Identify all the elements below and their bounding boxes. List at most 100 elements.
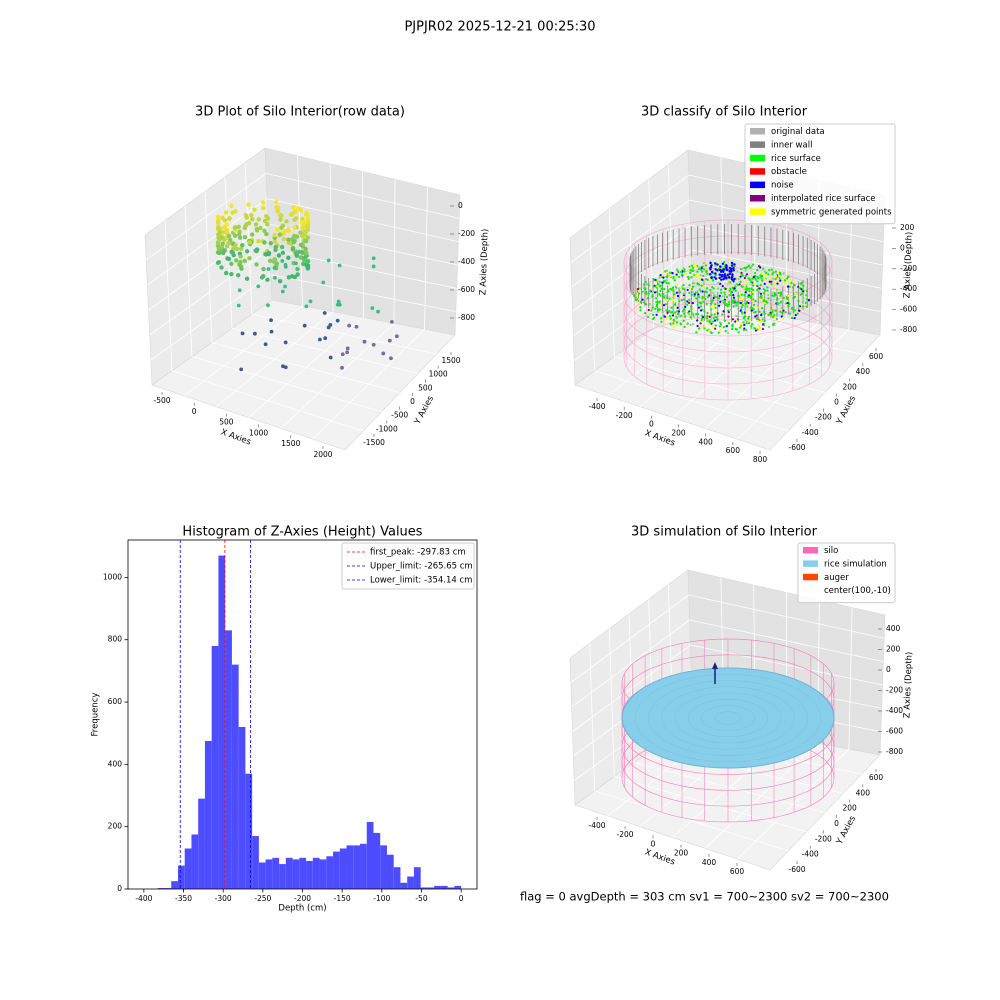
- point: [644, 312, 647, 315]
- point: [732, 305, 735, 308]
- point: [655, 297, 658, 300]
- point: [340, 352, 345, 357]
- point: [647, 284, 650, 287]
- point: [286, 255, 291, 260]
- legend-swatch: [750, 128, 765, 135]
- point: [668, 297, 671, 300]
- hist-bar: [285, 857, 293, 889]
- point: [801, 305, 805, 308]
- point: [234, 246, 240, 252]
- point: [728, 301, 731, 304]
- point: [797, 299, 800, 303]
- point: [665, 281, 668, 285]
- hist-bar: [171, 881, 178, 889]
- point: [686, 288, 689, 292]
- point: [723, 291, 726, 294]
- point: [720, 275, 723, 278]
- hist-bar: [204, 740, 212, 889]
- point: [697, 306, 701, 309]
- point: [775, 317, 778, 321]
- point: [298, 230, 303, 235]
- point: [643, 287, 647, 290]
- x-tick-label: -350: [175, 894, 192, 903]
- point: [694, 291, 697, 294]
- point: [693, 293, 696, 296]
- point: [656, 310, 660, 313]
- point: [786, 281, 789, 284]
- point: [745, 328, 748, 332]
- point: [716, 312, 719, 315]
- point: [710, 300, 714, 303]
- point: [741, 267, 744, 270]
- point: [300, 216, 305, 222]
- point: [655, 300, 658, 304]
- point: [668, 314, 672, 318]
- point: [674, 303, 677, 306]
- point: [709, 280, 712, 283]
- point: [705, 302, 708, 306]
- point: [227, 216, 232, 221]
- legend-swatch: [750, 141, 765, 148]
- point: [665, 269, 669, 272]
- point: [693, 264, 696, 267]
- z-tick-label: 400: [886, 624, 901, 633]
- silo-wireframe: [623, 219, 833, 401]
- point: [761, 275, 764, 278]
- point: [216, 246, 222, 251]
- point: [221, 250, 226, 256]
- point: [801, 300, 804, 303]
- point: [748, 319, 751, 322]
- point: [729, 287, 732, 290]
- point: [655, 305, 658, 308]
- y-tick-label: -1000: [376, 424, 398, 433]
- point: [766, 289, 769, 292]
- point: [710, 264, 713, 267]
- point: [641, 290, 644, 293]
- point: [704, 290, 708, 293]
- y-tick-label: 400: [108, 759, 123, 768]
- point: [708, 329, 711, 332]
- point: [730, 327, 734, 331]
- point: [656, 285, 659, 288]
- point: [778, 271, 782, 274]
- point: [718, 273, 721, 276]
- point: [744, 304, 747, 307]
- point: [740, 293, 743, 296]
- point: [667, 273, 670, 276]
- point: [690, 287, 694, 291]
- point: [716, 263, 719, 266]
- point: [801, 292, 804, 295]
- point: [283, 365, 288, 370]
- point: [263, 342, 268, 347]
- y-tick-label: -200: [815, 413, 832, 422]
- point: [723, 273, 726, 276]
- point: [780, 276, 783, 279]
- hist-bar: [386, 854, 394, 889]
- point: [694, 273, 698, 276]
- point: [697, 268, 701, 271]
- point: [714, 306, 717, 309]
- z-tick-label: 0: [900, 243, 905, 252]
- point: [792, 296, 795, 300]
- point: [223, 210, 229, 215]
- y-tick-label: 0: [834, 819, 839, 828]
- point: [278, 217, 283, 222]
- point: [290, 247, 296, 252]
- point: [675, 275, 678, 278]
- point: [782, 272, 785, 275]
- point: [740, 271, 743, 274]
- point: [283, 340, 288, 345]
- point: [703, 327, 706, 330]
- pane-grid: [150, 274, 272, 361]
- point: [754, 277, 757, 280]
- hist-bar: [373, 832, 381, 889]
- point: [762, 299, 766, 303]
- point: [728, 272, 732, 276]
- legend-swatch: [750, 195, 765, 202]
- point: [715, 318, 718, 321]
- point: [660, 317, 663, 320]
- point: [226, 233, 232, 239]
- point: [740, 311, 744, 314]
- point: [660, 320, 663, 323]
- y-axis-label: Frequency: [91, 693, 101, 737]
